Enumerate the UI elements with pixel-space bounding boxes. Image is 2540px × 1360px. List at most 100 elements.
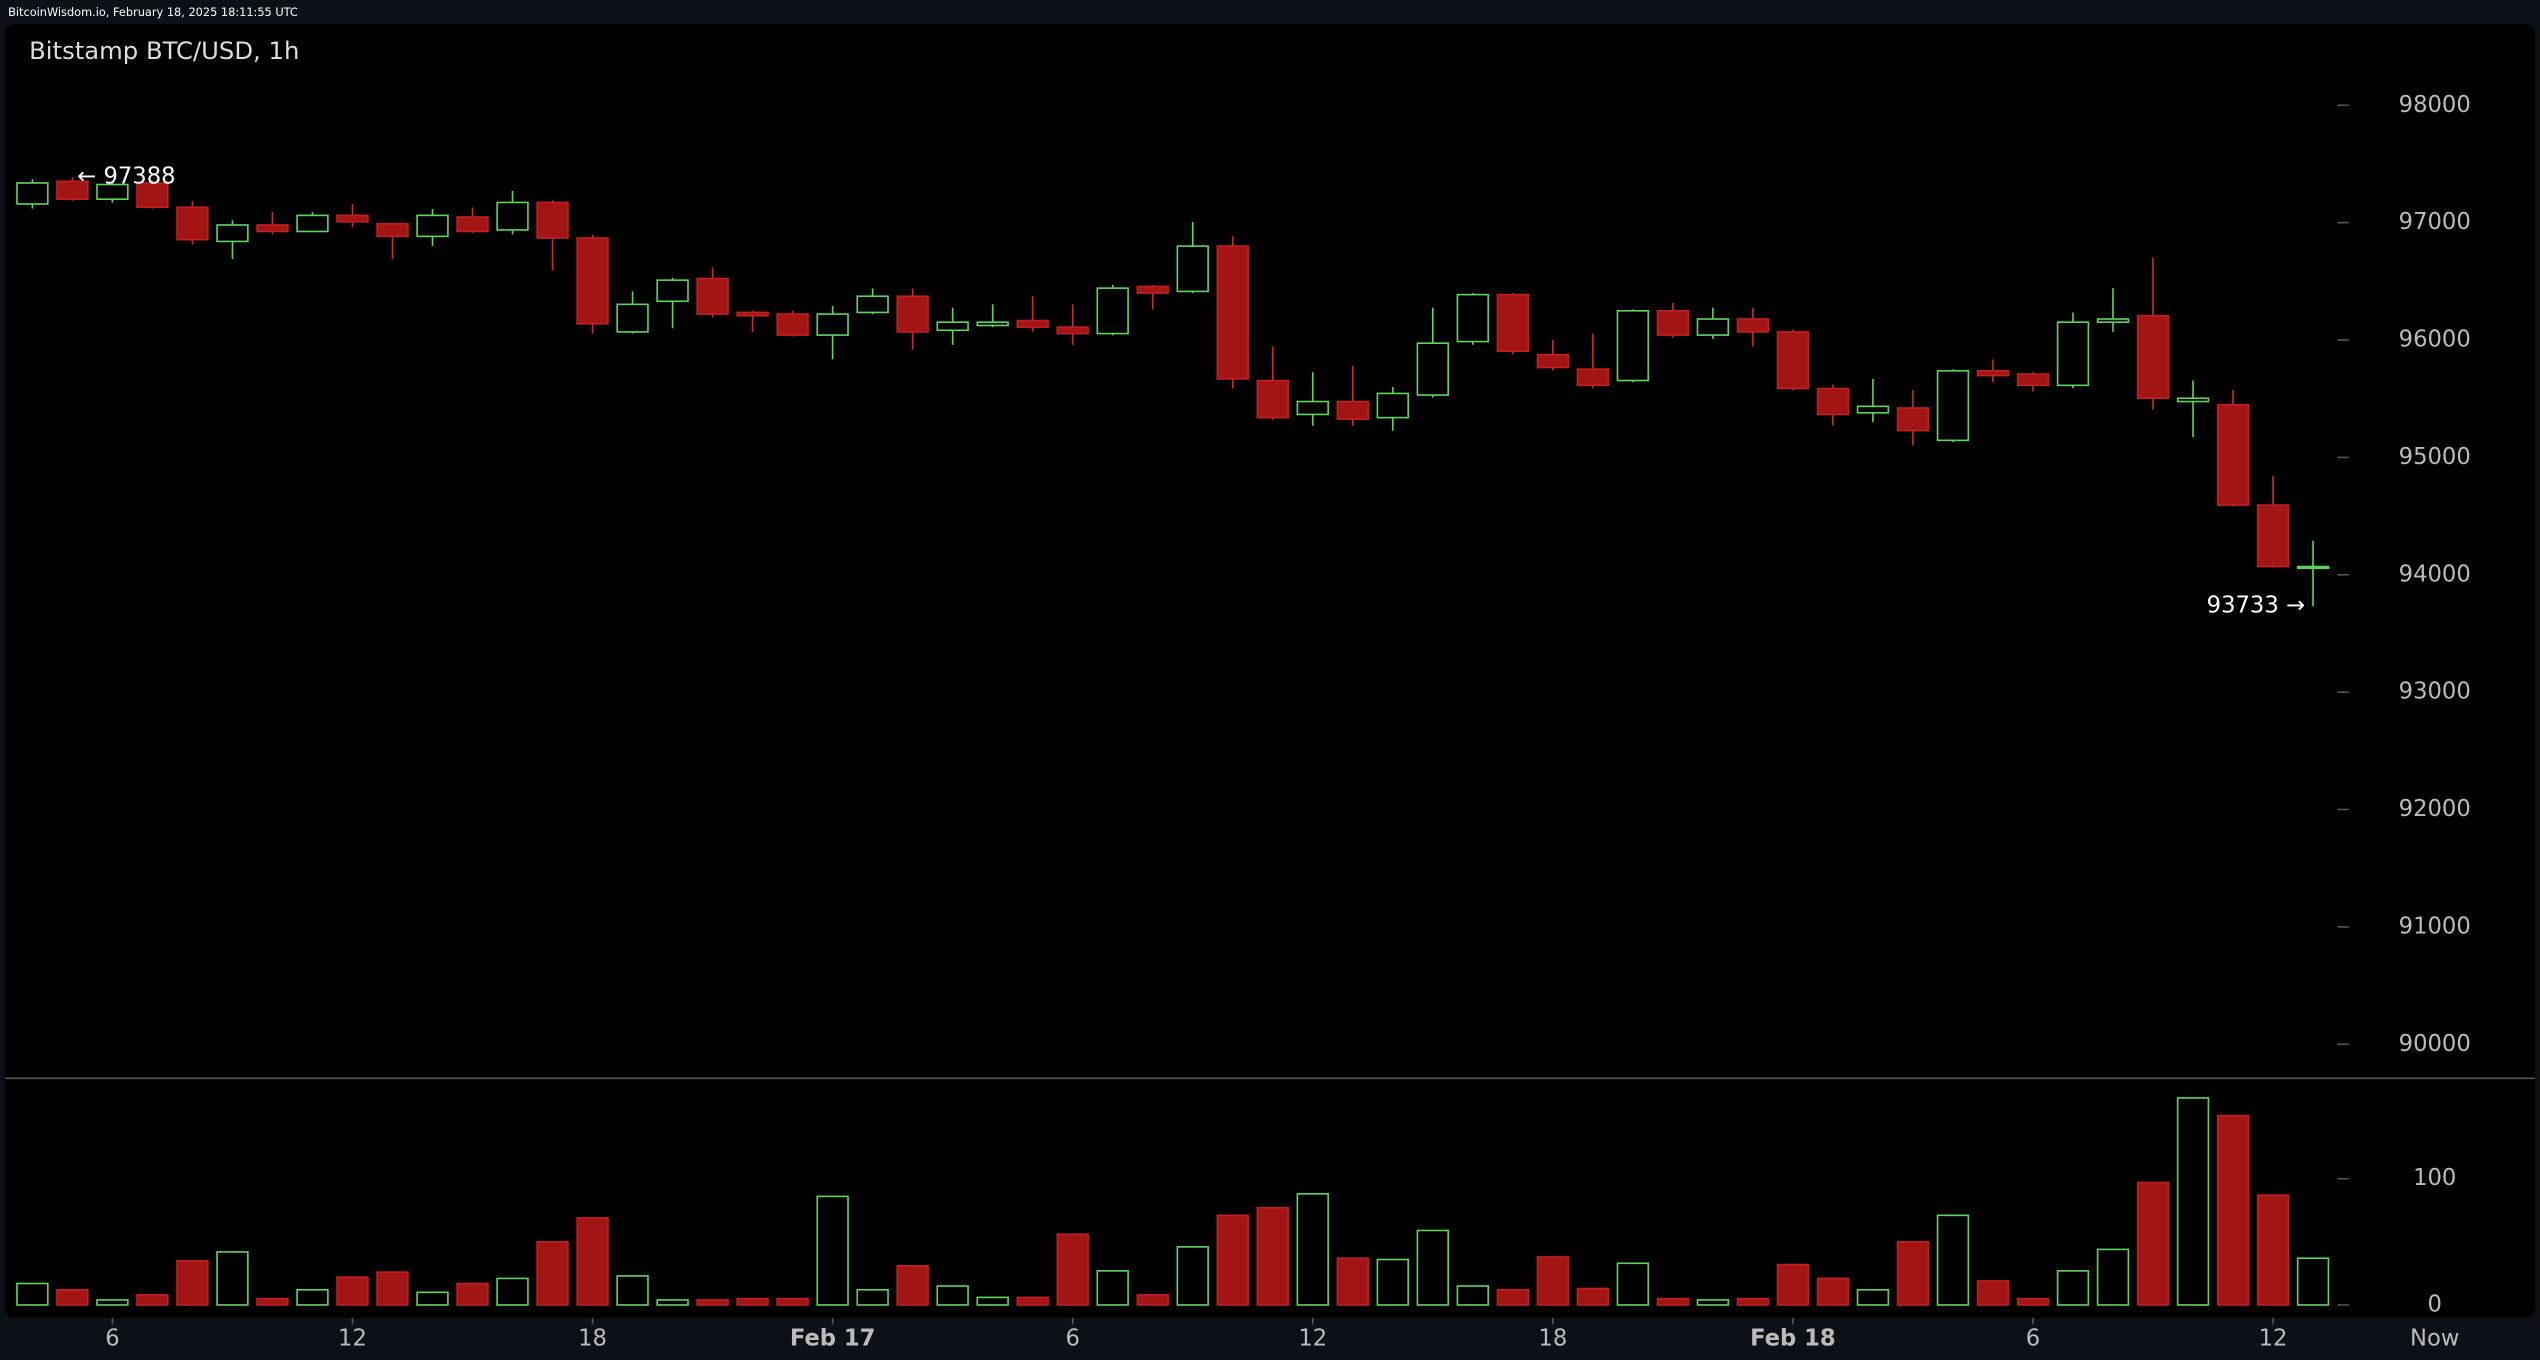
volume-bar	[416, 1291, 449, 1306]
candle-body	[896, 295, 929, 333]
volume-bar	[256, 1297, 289, 1306]
candle-body	[176, 206, 209, 241]
candle-body	[2296, 565, 2330, 570]
volume-bar	[816, 1195, 849, 1306]
y-tick-label: 97000	[2399, 209, 2471, 235]
now-label: Now	[2410, 1325, 2459, 1351]
candle-body	[1016, 319, 1049, 328]
volume-bar	[176, 1259, 209, 1306]
volume-bar	[1536, 1256, 1570, 1306]
volume-bar	[896, 1265, 929, 1306]
volume-bar	[1376, 1258, 1409, 1306]
volume-bar	[2296, 1257, 2330, 1306]
candle-body	[1976, 369, 2010, 377]
candle-body	[416, 214, 449, 238]
volume-bar	[536, 1241, 569, 1306]
volume-bar	[576, 1217, 609, 1306]
candle-body	[2056, 321, 2090, 387]
candle-body	[2256, 504, 2290, 568]
volume-bar	[1616, 1262, 1650, 1306]
candle-body	[856, 295, 889, 314]
volume-bar	[736, 1297, 769, 1306]
candle-body	[1416, 342, 1449, 396]
volume-bar	[376, 1271, 409, 1306]
y-tick-label: 90000	[2399, 1031, 2471, 1057]
candle-body	[1256, 379, 1289, 419]
x-tick-label: 6	[2026, 1325, 2040, 1351]
volume-bar	[1456, 1285, 1490, 1306]
x-tick-label: 6	[1065, 1325, 1079, 1351]
candle-body	[496, 201, 529, 231]
volume-bar	[496, 1277, 529, 1306]
volume-bar	[2136, 1181, 2170, 1306]
candle-body	[2216, 403, 2250, 506]
volume-bar	[1096, 1270, 1129, 1306]
volume-bar	[1896, 1241, 1930, 1306]
volume-bar	[2056, 1270, 2090, 1306]
x-tick-label: Feb 17	[790, 1325, 876, 1351]
candle-body	[936, 321, 969, 332]
candle-body	[456, 216, 489, 233]
volume-bar	[616, 1275, 649, 1306]
plot: 90000 91000 92000 93000 94000 95000 96000 97000…	[16, 92, 2471, 1351]
volume-bar	[1216, 1214, 1249, 1306]
candle-body	[736, 311, 769, 317]
volume-bar	[296, 1288, 329, 1306]
candle-body	[1936, 369, 1970, 442]
y-tick-label: 91000	[2399, 913, 2471, 939]
candle-body	[1696, 318, 1730, 336]
volume-bar	[1336, 1257, 1369, 1306]
volume-bar	[2096, 1248, 2130, 1306]
volume-tick-label: 100	[2413, 1165, 2456, 1191]
volume-bar	[1936, 1214, 1970, 1306]
candle-body	[1776, 331, 1810, 390]
x-tick-label: Feb 18	[1750, 1325, 1836, 1351]
candle-body	[976, 321, 1009, 327]
candle-body	[1536, 353, 1570, 369]
candle-body	[256, 224, 289, 233]
volume-bar	[1576, 1287, 1610, 1306]
candle-body	[1096, 287, 1129, 335]
volume-bar	[1736, 1297, 1770, 1306]
candle-body	[1456, 293, 1490, 343]
low-annotation: 93733 →	[2207, 593, 2305, 619]
volume-bar	[1296, 1193, 1329, 1306]
volume-bar	[1776, 1263, 1810, 1306]
volume-bar	[1256, 1206, 1289, 1306]
volume-bar	[1016, 1296, 1049, 1306]
candle-body	[2136, 314, 2170, 400]
volume-bar	[1856, 1288, 1890, 1306]
volume-bar	[776, 1297, 809, 1306]
candle-body	[2016, 373, 2050, 387]
candle-body	[776, 313, 809, 336]
volume-bar	[96, 1299, 129, 1306]
candle-body	[1056, 326, 1089, 335]
volume-bar	[1656, 1297, 1690, 1306]
candle-body	[1576, 368, 1610, 387]
volume-bar	[56, 1288, 89, 1306]
volume-bar	[976, 1296, 1009, 1306]
volume-bar	[696, 1299, 729, 1306]
candle-body	[336, 214, 369, 223]
x-tick-label: 18	[1538, 1325, 1567, 1351]
volume-bar	[656, 1299, 689, 1306]
candle-body	[2176, 397, 2210, 403]
x-tick-label: 6	[105, 1325, 119, 1351]
candle-body	[536, 201, 569, 239]
candle-body	[1896, 407, 1930, 432]
candle-body	[1736, 318, 1770, 333]
volume-bar	[856, 1288, 889, 1306]
volume-bar	[1696, 1299, 1730, 1306]
y-tick-label: 96000	[2399, 327, 2471, 353]
volume-bar	[1416, 1229, 1449, 1306]
chart-title: Bitstamp BTC/USD, 1h	[29, 36, 299, 65]
volume-bar	[336, 1276, 369, 1306]
candle-body	[1336, 400, 1369, 421]
candle-body	[56, 180, 89, 200]
y-tick-label: 94000	[2399, 561, 2471, 587]
candle-body	[1496, 293, 1530, 353]
y-tick-label: 92000	[2399, 796, 2471, 822]
volume-bar	[1056, 1233, 1089, 1306]
